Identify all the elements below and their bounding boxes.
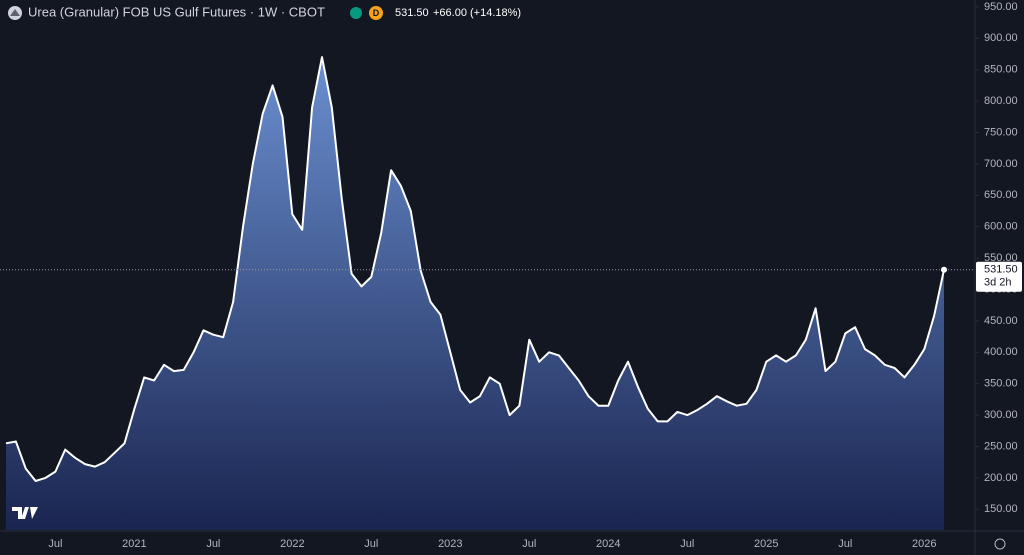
y-tick-label: 450.00 <box>984 315 1018 327</box>
x-tick-label: 2021 <box>122 538 146 550</box>
y-tick-label: 150.00 <box>984 503 1018 515</box>
badge <box>369 6 383 20</box>
plot <box>0 56 975 530</box>
y-tick-label: 600.00 <box>984 221 1018 233</box>
y-tick-label: 300.00 <box>984 409 1018 421</box>
y-tick-label: 950.00 <box>984 1 1018 13</box>
x-tick-label: Jul <box>680 538 694 550</box>
last-point <box>941 266 947 273</box>
y-axis: 150.00 200.00 250.00 300.00 350.00 400.00 450.… <box>975 1 1018 515</box>
y-tick-label: 250.00 <box>984 440 1018 452</box>
x-axis: Jul 2021 Jul 2022 Jul 2023 Jul 2024 Jul 2025 Jul 20… <box>48 538 936 550</box>
symbol-icon-glyph <box>10 9 20 16</box>
badge-text: D <box>373 8 380 18</box>
settings-icon[interactable] <box>994 538 1006 550</box>
price-line <box>5 56 945 482</box>
x-tick-label: Jul <box>206 538 220 550</box>
x-tick-label: Jul <box>522 538 536 550</box>
y-tick-label: 800.00 <box>984 95 1018 107</box>
y-tick-label: 750.00 <box>984 126 1018 138</box>
y-tick-label: 400.00 <box>984 346 1018 358</box>
y-tick-label: 650.00 <box>984 189 1018 201</box>
x-tick-label: 2022 <box>280 538 304 550</box>
y-tick-label: 850.00 <box>984 64 1018 76</box>
x-tick-label: Jul <box>48 538 62 550</box>
logo <box>12 507 38 519</box>
x-tick-label: 2023 <box>438 538 462 550</box>
last-price-box <box>976 261 1022 292</box>
y-tick-label: 350.00 <box>984 378 1018 390</box>
y-tick-label: 700.00 <box>984 158 1018 170</box>
price: 531.50 <box>395 7 429 19</box>
status-dot <box>350 7 362 19</box>
change: +66.00 (+14.18%) <box>433 7 521 19</box>
y-tick-label: 900.00 <box>984 32 1018 44</box>
chart-title: Urea (Granular) FOB US Gulf Futures · 1W… <box>28 4 325 19</box>
last-price-label: 531.50 <box>984 264 1018 276</box>
countdown-label: 3d 2h <box>984 277 1012 289</box>
area-fill <box>6 57 944 530</box>
x-tick-label: 2024 <box>596 538 620 550</box>
x-tick-label: 2026 <box>912 538 936 550</box>
x-tick-label: Jul <box>364 538 378 550</box>
y-tick-label: 200.00 <box>984 472 1018 484</box>
x-tick-label: 2025 <box>754 538 778 550</box>
y-tick-label: 550.00 <box>984 252 1018 264</box>
x-tick-label: Jul <box>838 538 852 550</box>
